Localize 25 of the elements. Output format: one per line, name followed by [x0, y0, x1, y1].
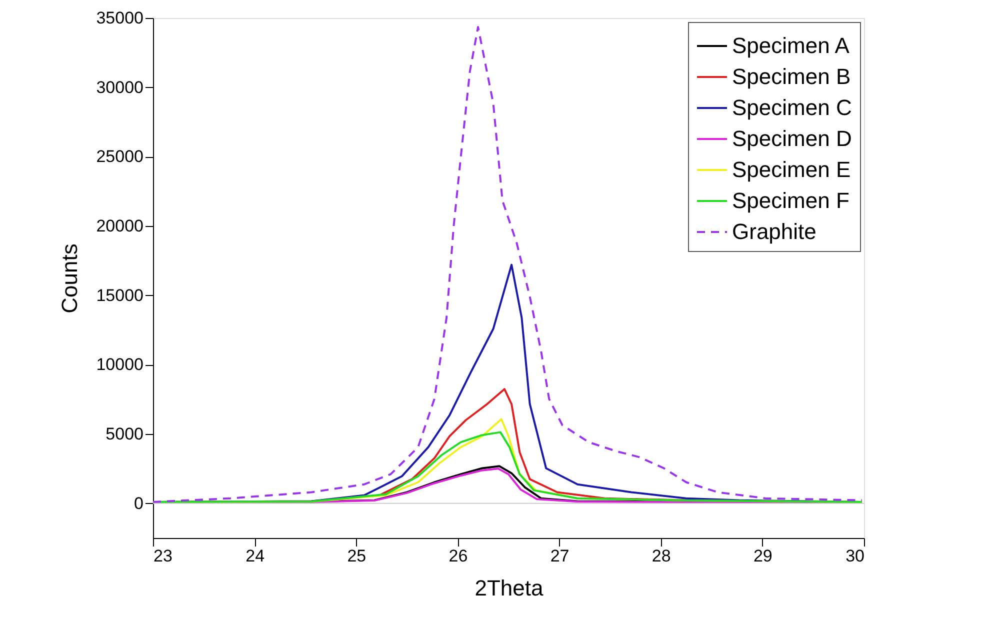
- legend-label: Specimen E: [732, 157, 851, 182]
- x-tick-label: 25: [347, 546, 366, 566]
- y-axis-title: Counts: [57, 244, 82, 314]
- legend-label: Specimen C: [732, 95, 852, 120]
- legend-label: Specimen F: [732, 188, 850, 213]
- y-tick-label: 25000: [96, 147, 144, 166]
- x-tick-label: 28: [652, 546, 671, 566]
- legend-label: Specimen A: [732, 33, 850, 58]
- legend-label: Specimen D: [732, 126, 852, 151]
- legend-label: Specimen B: [732, 64, 851, 89]
- y-tick-label: 15000: [96, 286, 144, 305]
- y-tick-label: 5000: [106, 424, 144, 444]
- x-tick-label: 27: [550, 546, 570, 566]
- y-tick-label: 0: [134, 494, 144, 513]
- y-tick-label: 35000: [96, 8, 144, 28]
- x-tick-label: 23: [154, 546, 172, 566]
- x-tick-label: 26: [448, 546, 468, 566]
- legend-label: Graphite: [732, 219, 816, 244]
- x-tick-label: 29: [753, 546, 772, 566]
- y-tick-label: 20000: [96, 216, 144, 236]
- x-tick-label: 30: [846, 546, 864, 566]
- x-tick-label: 24: [246, 546, 265, 566]
- y-tick-label: 10000: [96, 355, 144, 374]
- x-axis-title: 2Theta: [474, 576, 544, 600]
- y-tick-label: 30000: [96, 78, 144, 97]
